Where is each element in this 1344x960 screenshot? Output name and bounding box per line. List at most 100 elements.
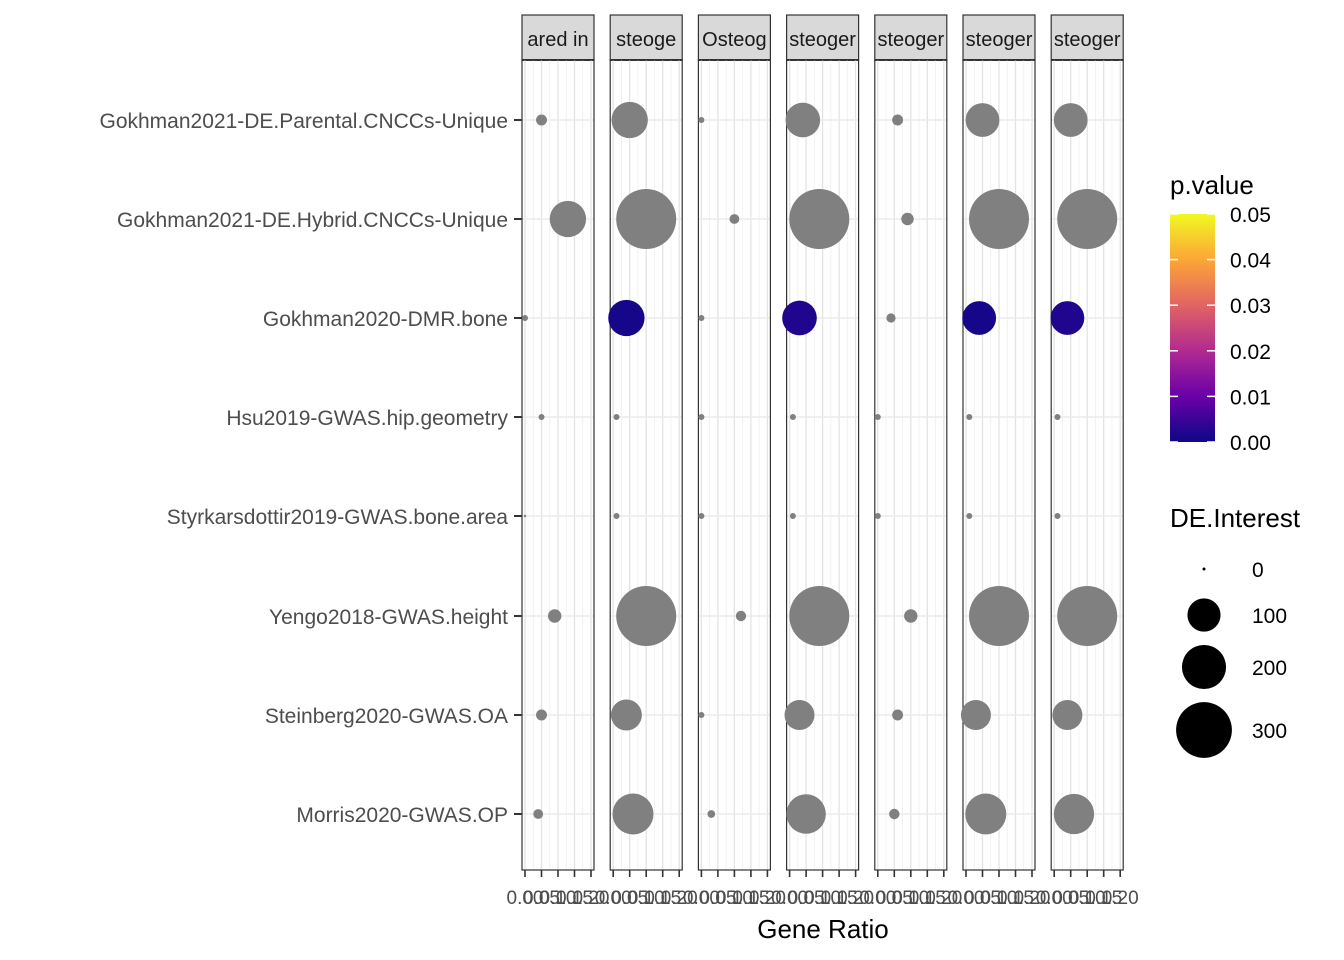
x-tick-label: 0.05 (699, 888, 736, 909)
x-tick-label: 0.00 (859, 888, 896, 909)
facet-strip (962, 14, 1036, 61)
x-tick-label: 0.00 (683, 888, 720, 909)
facet-panel: steoger 0.000.050.100.150.20 (1036, 14, 1139, 909)
size-legend-key (1181, 644, 1227, 690)
x-tick-label: 0.10 (628, 888, 665, 909)
data-point (965, 793, 1007, 835)
data-point (547, 609, 562, 623)
facet-strip-label: steoger (966, 29, 1033, 51)
facet-panel: Osteog 0.000.050.100.150.20 (683, 14, 786, 909)
color-tick-label: 0.02 (1230, 341, 1271, 364)
x-tick-label: 0.15 (909, 888, 946, 909)
data-point (612, 793, 654, 835)
x-tick-label: 0.15 (997, 888, 1034, 909)
x-tick-label: 0.05 (876, 888, 913, 909)
x-tick-label: 0.15 (821, 888, 858, 909)
x-tick-label: 0.20 (573, 888, 610, 909)
facet-strip-label: steoger (1054, 29, 1121, 51)
x-tick-label: 0.00 (595, 888, 632, 909)
x-tick-label: 0.15 (556, 888, 593, 909)
data-point (1053, 103, 1088, 137)
x-tick-label: 0.00 (1036, 888, 1073, 909)
facet-panel: steoger 0.000.050.100.150.20 (771, 14, 874, 909)
facet-panel: steoge 0.000.050.100.150.20 (595, 14, 698, 909)
y-tick-label: Gokhman2020-DMR.bone (263, 308, 508, 331)
data-point (698, 513, 705, 519)
data-point (892, 114, 904, 126)
data-point (523, 514, 527, 518)
data-point (904, 609, 918, 623)
y-tick-label: Morris2020-GWAS.OP (296, 804, 508, 827)
y-tick-label: Yengo2018-GWAS.height (269, 606, 508, 629)
facet-strip-label: steoger (877, 29, 944, 51)
x-tick-label: 0.20 (925, 888, 962, 909)
data-point (786, 794, 826, 834)
data-point (616, 586, 677, 646)
data-point (613, 414, 620, 420)
size-legend-key (1202, 567, 1206, 571)
color-tick-label: 0.01 (1230, 386, 1271, 409)
x-tick-label: 0.20 (1014, 888, 1051, 909)
size-legend-title: DE.Interest (1170, 503, 1301, 533)
size-legend-label: 300 (1252, 720, 1287, 743)
data-point (611, 101, 648, 139)
x-tick-label: 0.05 (964, 888, 1001, 909)
color-tick-label: 0.05 (1230, 204, 1271, 227)
x-tick-label: 0.00 (507, 888, 544, 909)
y-tick-label: Steinberg2020-GWAS.OA (265, 705, 508, 728)
data-point (874, 414, 881, 420)
color-tick-label: 0.03 (1230, 295, 1271, 318)
data-point (613, 513, 620, 519)
size-legend-key (1187, 598, 1221, 632)
x-tick-label: 0.20 (1102, 888, 1139, 909)
x-tick-label: 0.10 (1069, 888, 1106, 909)
data-point (522, 315, 528, 321)
data-point (1054, 513, 1061, 519)
x-tick-label: 0.20 (837, 888, 874, 909)
x-tick-label: 0.10 (804, 888, 841, 909)
data-point (789, 513, 796, 519)
data-point (1050, 301, 1085, 335)
x-tick-label: 0.10 (892, 888, 929, 909)
x-tick-label: 0.05 (1052, 888, 1089, 909)
x-tick-label: 0.00 (948, 888, 985, 909)
data-point (698, 315, 705, 321)
color-legend-title: p.value (1170, 170, 1254, 200)
y-axis-labels: Gokhman2021-DE.Parental.CNCCs-Unique Gokh… (99, 110, 522, 827)
data-point (969, 189, 1029, 249)
data-point (735, 610, 747, 622)
size-legend-key (1176, 702, 1232, 758)
y-tick-label: Gokhman2021-DE.Parental.CNCCs-Unique (99, 110, 508, 133)
data-point (608, 299, 645, 337)
x-tick-label: 0.05 (523, 888, 560, 909)
y-tick-label: Styrkarsdottir2019-GWAS.bone.area (167, 506, 509, 529)
facet-strip (874, 14, 948, 61)
facet-strip-label: steoge (616, 29, 676, 51)
x-tick-label: 0.10 (981, 888, 1018, 909)
data-point (536, 709, 547, 721)
x-tick-label: 0.20 (661, 888, 698, 909)
size-legend-label: 0 (1252, 559, 1264, 582)
size-legend-label: 200 (1252, 657, 1287, 680)
data-point (1054, 414, 1061, 420)
facet-strip-label: Osteog (702, 29, 766, 51)
data-point (707, 810, 716, 818)
data-point (698, 414, 705, 420)
data-point (789, 414, 796, 420)
data-point (886, 313, 896, 323)
y-tick-label: Gokhman2021-DE.Hybrid.CNCCs-Unique (117, 209, 508, 232)
data-point (966, 414, 973, 420)
y-tick-label: Hsu2019-GWAS.hip.geometry (226, 407, 508, 430)
data-point (789, 586, 850, 646)
color-bar (1170, 214, 1215, 442)
data-point (966, 513, 973, 519)
data-point (965, 103, 1000, 137)
data-point (960, 700, 991, 730)
data-point (536, 114, 547, 126)
x-tick-label: 0.15 (1085, 888, 1122, 909)
size-legend-keys: 0 100 200 300 (1176, 559, 1287, 758)
legend: p.value 0.05 0.04 0.03 0.02 0.01 0.00 DE.Inte… (1170, 170, 1301, 758)
data-point (901, 212, 914, 226)
data-point (892, 709, 904, 721)
